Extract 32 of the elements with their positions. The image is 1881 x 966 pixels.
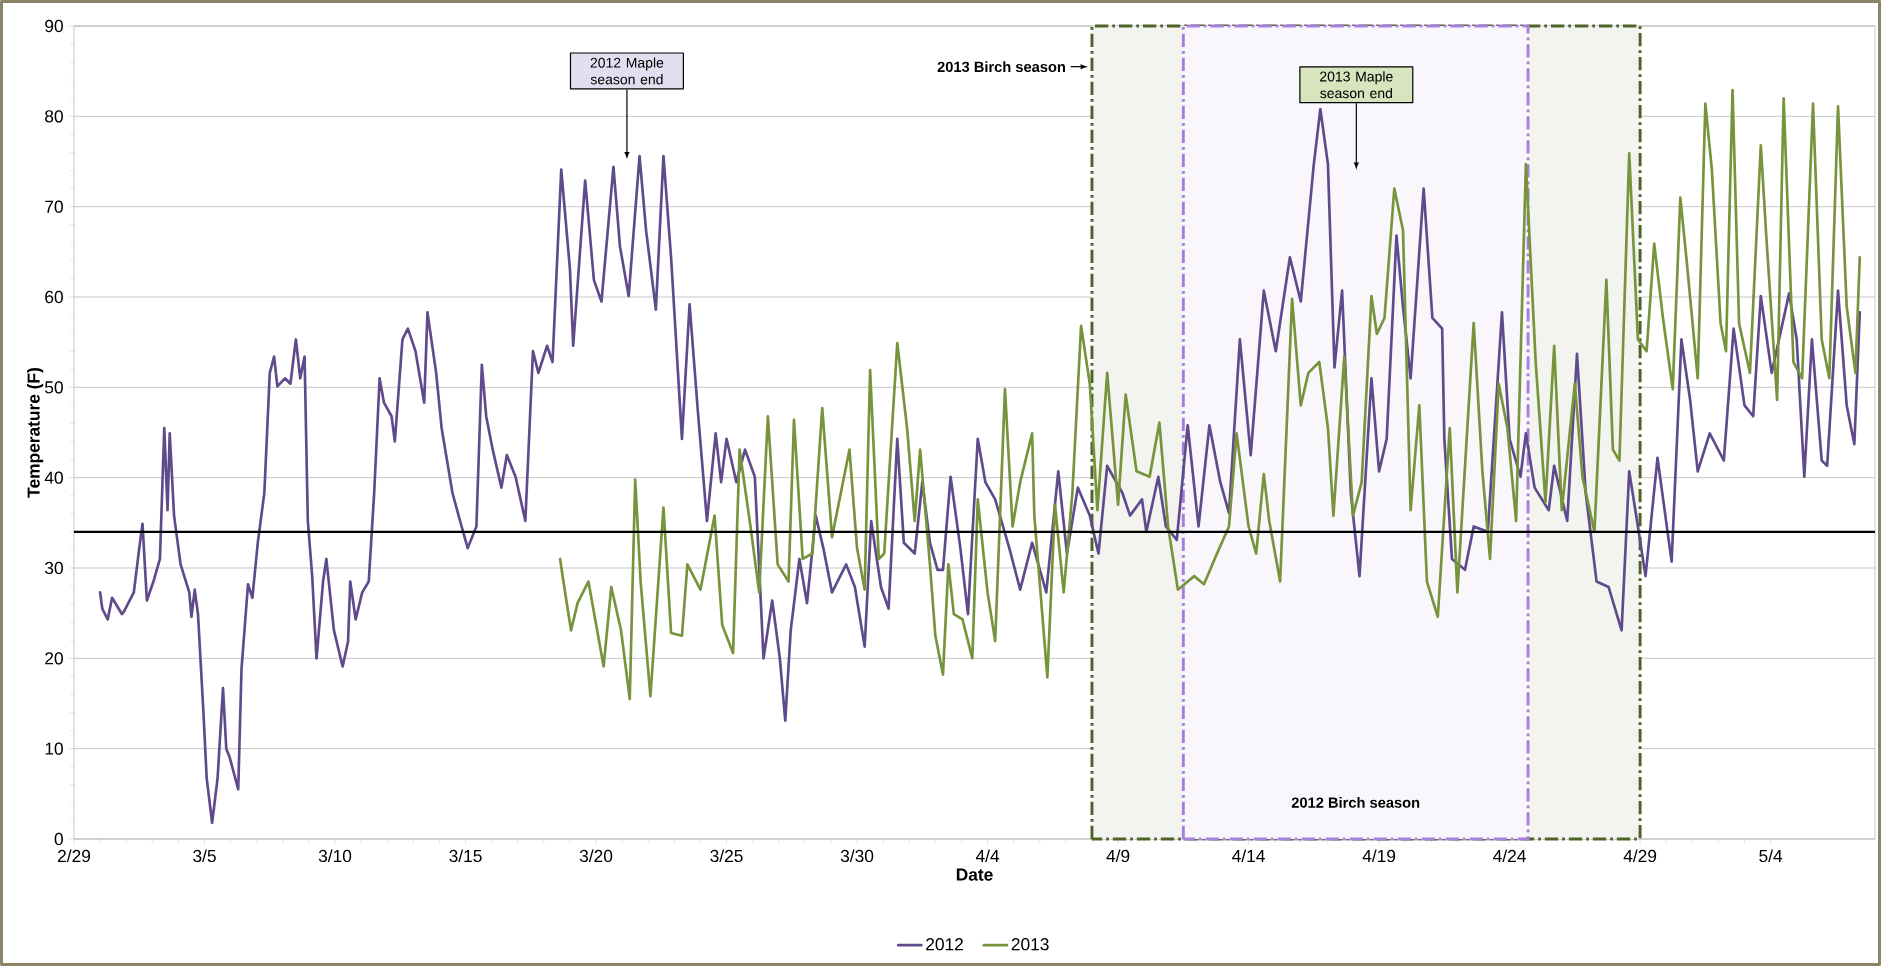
band-label: 2013 Birch season	[937, 61, 1065, 73]
x-tick-label: 4/9	[1106, 849, 1130, 863]
y-tick-label: 0	[54, 832, 63, 846]
annotation: 2013 Maple season end	[1320, 71, 1393, 99]
x-tick-label: 2/29	[58, 849, 91, 863]
x-tick-label: 3/30	[840, 849, 874, 863]
y-tick-label: 90	[45, 19, 63, 33]
y-tick-label: 60	[45, 290, 63, 304]
x-tick-label: 4/24	[1493, 849, 1526, 863]
y-tick-label: 50	[45, 381, 63, 394]
y-tick-label: 80	[45, 110, 63, 123]
x-tick-label: 5/4	[1759, 849, 1783, 863]
y-axis-title: Temperature (F)	[27, 368, 44, 498]
band-label: 2012 Birch season	[1291, 797, 1420, 808]
y-tick-label: 70	[45, 200, 63, 213]
x-tick-label: 4/29	[1623, 849, 1657, 863]
x-axis-title: Date	[956, 868, 993, 881]
x-tick-label: 3/25	[710, 849, 743, 863]
legend-label: 2013	[1011, 938, 1049, 951]
annotation: 2012 Maple season end	[590, 57, 664, 85]
y-tick-label: 30	[45, 561, 63, 575]
x-tick-label: 3/10	[318, 849, 352, 863]
x-tick-label: 3/20	[579, 849, 613, 863]
x-tick-label: 3/15	[449, 849, 482, 863]
x-tick-label: 4/19	[1362, 849, 1396, 863]
x-tick-label: 4/4	[975, 849, 1000, 863]
x-tick-label: 4/14	[1232, 849, 1265, 863]
legend-label: 2012	[926, 938, 963, 951]
y-tick-label: 20	[45, 652, 63, 665]
x-tick-label: 3/5	[193, 849, 216, 863]
y-tick-label: 40	[44, 471, 63, 484]
y-tick-label: 10	[45, 742, 63, 755]
